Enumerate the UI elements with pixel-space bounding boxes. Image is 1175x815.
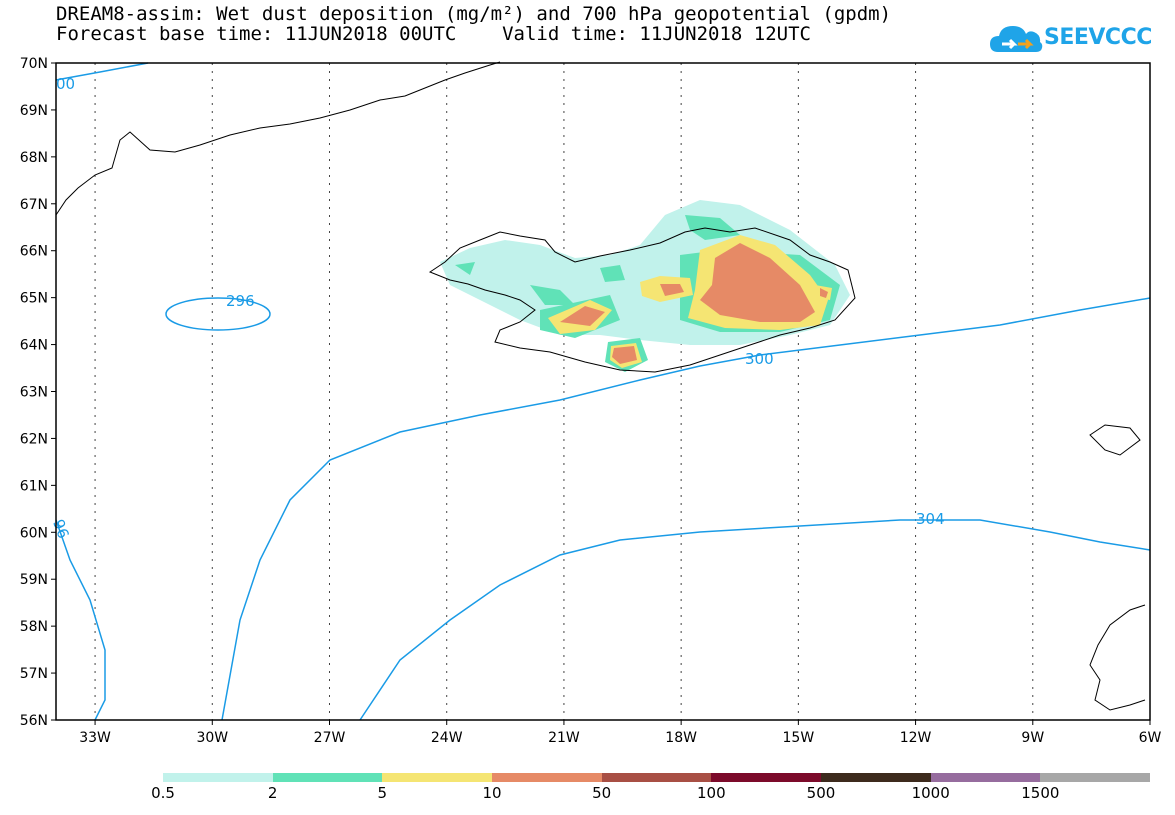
lon-label: 12W (900, 730, 932, 746)
cloud-icon (990, 26, 1043, 52)
geopotential-contours (55, 62, 1151, 721)
lat-label: 66N (20, 244, 48, 260)
legend-swatch (821, 773, 931, 782)
legend-label: 5 (377, 784, 388, 802)
lat-label: 60N (20, 525, 48, 541)
lat-label: 59N (20, 572, 48, 588)
contour-300 (221, 297, 1151, 721)
lat-label: 68N (20, 150, 48, 166)
legend-label: 10 (482, 784, 502, 802)
lat-label: 58N (20, 619, 48, 635)
seevccc-logo: SEEVCCC (988, 20, 1152, 58)
contour-label-300: 300 (745, 350, 774, 368)
contour-label-top: 00 (56, 75, 75, 93)
graticule (94, 63, 1034, 720)
contour-label-296: 296 (226, 292, 255, 310)
legend-label: 100 (697, 784, 726, 802)
map-frame (55, 62, 1151, 721)
contour-label-304: 304 (916, 510, 945, 528)
legend-swatch (601, 773, 712, 782)
legend-label: 1500 (1021, 784, 1060, 802)
legend-swatch (272, 773, 383, 782)
lon-label: 18W (665, 730, 697, 746)
lat-label: 63N (20, 385, 48, 401)
lat-label: 70N (20, 56, 48, 72)
lat-label: 62N (20, 431, 48, 447)
legend-label: 0.5 (151, 784, 175, 802)
lon-label: 30W (196, 730, 228, 746)
contour-labels: 00 296 300 96 304 (49, 75, 945, 541)
iceland-coast (428, 227, 856, 373)
scotland-coast (1089, 604, 1146, 711)
legend-swatch (1040, 773, 1151, 782)
lon-label: 27W (314, 730, 346, 746)
lon-label: 21W (548, 730, 580, 746)
lat-label: 64N (20, 338, 48, 354)
axis-labels: 33W 30W 27W 24W 21W 18W 15W 12W 9W 6W 70N 69N 68N 67N… (20, 56, 1162, 746)
lat-label: 61N (20, 478, 48, 494)
contour-304 (359, 519, 1151, 721)
contour-296-left (55, 519, 106, 721)
lon-label: 33W (79, 730, 111, 746)
legend-label: 2 (267, 784, 278, 802)
legend-label: 1000 (911, 784, 950, 802)
greenland-coast (55, 61, 501, 216)
dust-deposition-shading (440, 200, 850, 372)
lon-label: 6W (1139, 730, 1162, 746)
dust-area-orange (560, 243, 828, 364)
logo-text: SEEVCCC (1044, 25, 1152, 50)
legend-label: 500 (806, 784, 836, 802)
lat-label: 65N (20, 291, 48, 307)
contour-label-left: 96 (49, 517, 72, 541)
legend-colorbar (163, 773, 1151, 782)
lon-label: 15W (783, 730, 815, 746)
legend-swatch (930, 773, 1041, 782)
legend-swatch (163, 773, 273, 782)
lat-label: 56N (20, 713, 48, 729)
coastlines (55, 61, 1146, 711)
lon-label: 24W (431, 730, 463, 746)
contour-296 (165, 297, 271, 331)
map-subtitle: Forecast base time: 11JUN2018 00UTC Vali… (56, 23, 811, 45)
lat-label: 69N (20, 103, 48, 119)
map-title: DREAM8-assim: Wet dust deposition (mg/m²… (56, 3, 892, 25)
lat-label: 57N (20, 666, 48, 682)
lat-label: 67N (20, 197, 48, 213)
legend-label: 50 (592, 784, 612, 802)
legend-swatch (382, 773, 493, 782)
legend-swatch (711, 773, 822, 782)
lon-label: 9W (1021, 730, 1044, 746)
contour-300-top (55, 62, 149, 81)
legend-swatch (492, 773, 602, 782)
faroe-coast (1089, 424, 1141, 456)
